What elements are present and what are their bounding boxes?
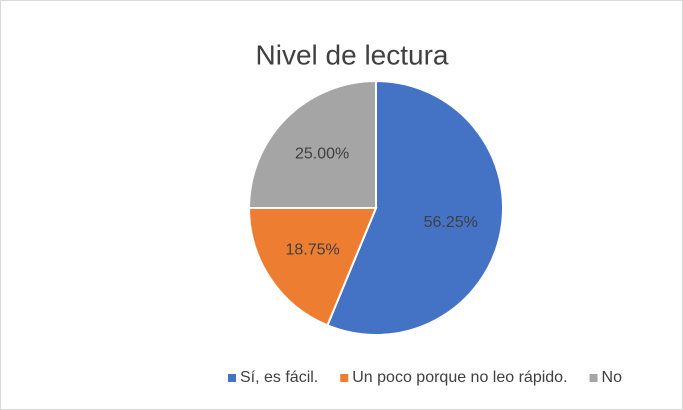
legend-swatch [228,374,236,382]
pie-slice [326,79,504,336]
legend-label: No [602,369,623,386]
data-label: 56.25% [424,214,478,231]
chart-title: Nivel de lectura [256,39,449,70]
legend-swatch [589,374,598,382]
legend-label: Un poco porque no leo rápido. [352,369,567,386]
pie-slice [247,207,378,327]
data-label: 18.75% [286,242,340,259]
legend-label: Sí, es fácil. [240,369,318,386]
legend-swatch [340,374,349,382]
data-label: 25.00% [295,145,349,162]
pie-slice [247,79,377,209]
